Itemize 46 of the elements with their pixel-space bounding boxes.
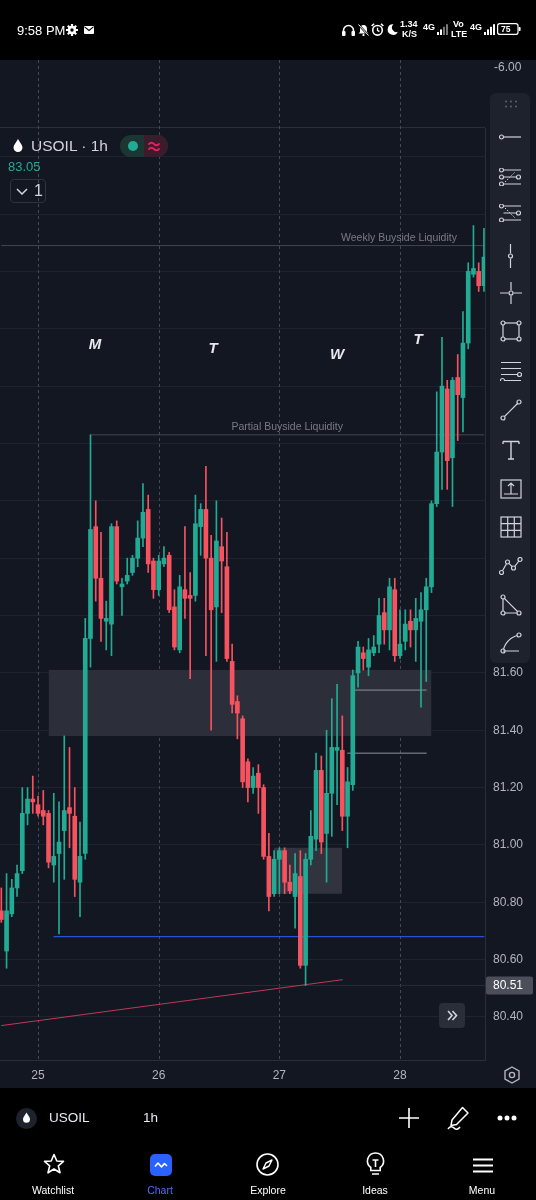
text: LTE — [451, 29, 468, 39]
annotation: T — [413, 330, 423, 347]
candlestick — [124, 557, 130, 585]
text: USOIL — [49, 1110, 90, 1125]
series-label: Weekly Buyside Liquidity — [341, 230, 458, 243]
text: 1h — [143, 1110, 159, 1125]
x-tick-label: 28 — [393, 1067, 408, 1082]
candlestick — [423, 577, 429, 682]
y-tick-label: 81.40 — [493, 722, 524, 737]
y-tick-label: 80.60 — [493, 951, 524, 966]
annotation: W — [329, 345, 345, 362]
series-label: Partial Buyside Liquidity — [231, 419, 344, 432]
ref-line-label: 80.51 — [493, 978, 524, 993]
candlestick — [413, 597, 419, 662]
text: -6.00 — [494, 60, 522, 74]
annotation: T — [208, 339, 218, 356]
candlestick — [455, 354, 461, 441]
candlestick — [187, 572, 193, 679]
text: Ideas — [362, 1184, 388, 1196]
text: Explore — [250, 1184, 286, 1196]
y-tick-label: 81.60 — [493, 665, 524, 680]
y-tick-label: 80.40 — [493, 1009, 524, 1024]
y-tick-label: 81.20 — [493, 779, 524, 794]
annotation: M — [88, 335, 102, 352]
candlestick — [51, 792, 57, 883]
annotation: 1 — [34, 182, 43, 199]
text: 9:58 PM — [17, 23, 66, 38]
x-tick-label: 27 — [272, 1067, 287, 1082]
text: 4G — [470, 22, 483, 32]
text: Watchlist — [31, 1184, 75, 1196]
text: 83.05 — [8, 159, 41, 174]
text: Menu — [468, 1184, 496, 1196]
x-tick-label: 25 — [31, 1067, 46, 1082]
text: 4G — [423, 22, 436, 32]
text: Chart — [147, 1184, 173, 1196]
text: 1.34 — [400, 19, 418, 29]
text: 75 — [501, 24, 511, 34]
x-tick-label: 26 — [152, 1067, 166, 1082]
text: K/S — [402, 29, 418, 39]
y-tick-label: 81.00 — [493, 837, 524, 852]
candlestick — [30, 775, 36, 814]
text: Vo — [453, 19, 464, 29]
candlestick — [61, 735, 67, 880]
y-tick-label: 80.80 — [493, 894, 524, 909]
candlestick — [0, 887, 4, 923]
text: USOIL · 1h — [31, 137, 108, 154]
